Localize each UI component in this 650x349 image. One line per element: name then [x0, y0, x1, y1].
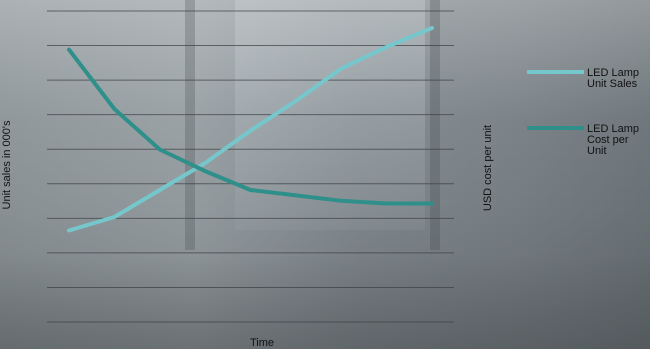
legend: LED Lamp Unit Sales LED Lamp Cost per Unit [527, 67, 639, 157]
background-pillar [430, 0, 440, 250]
secondary-y-axis-label: USD cost per unit [482, 125, 494, 211]
legend-label: LED Lamp Unit Sales [587, 67, 639, 90]
gridlines [47, 10, 454, 323]
x-axis-label: Time [250, 337, 274, 349]
y-axis-label: Unit sales in 000's [1, 120, 13, 209]
series-line-1 [67, 26, 434, 233]
background-pillar [185, 0, 195, 250]
series-line-2 [67, 47, 434, 206]
background-floor [0, 255, 650, 349]
legend-item: LED Lamp Unit Sales [527, 67, 639, 90]
legend-item: LED Lamp Cost per Unit [527, 123, 639, 157]
series-lines [67, 26, 434, 233]
legend-label: LED Lamp Cost per Unit [587, 123, 639, 157]
